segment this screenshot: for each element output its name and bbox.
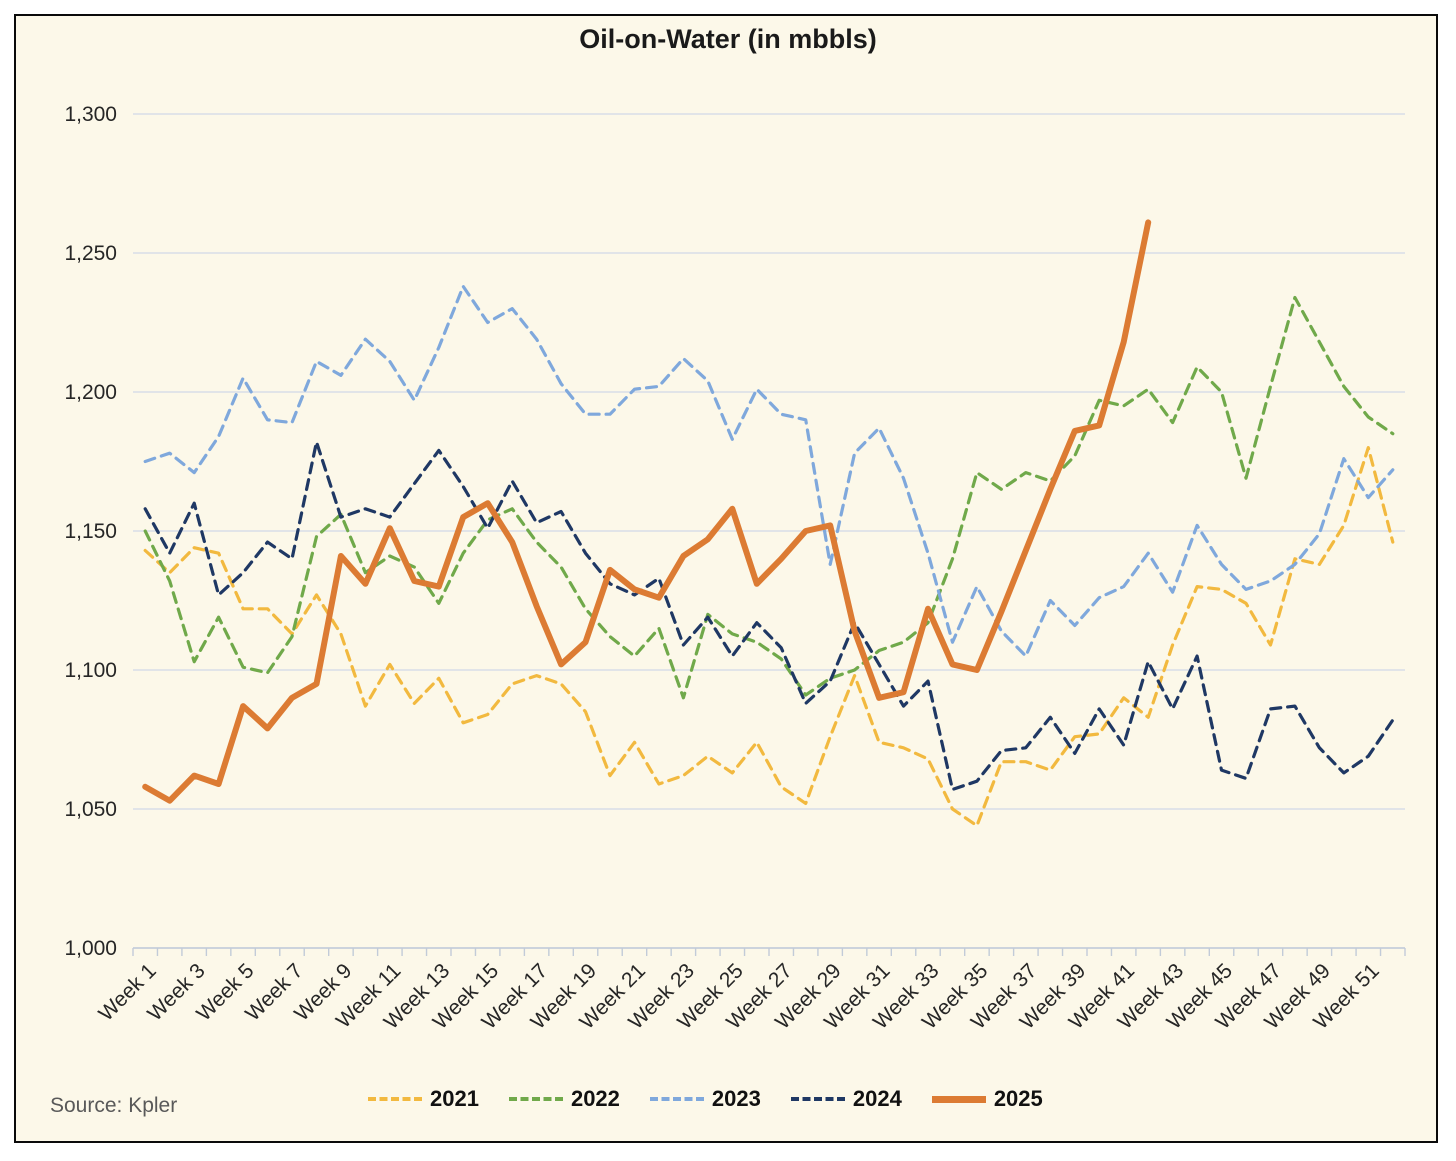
y-axis-label-1300: 1,300: [64, 103, 117, 126]
y-axis-label-1050: 1,050: [64, 798, 117, 821]
legend: 2021 2022 2023 2024 2025: [368, 1086, 1043, 1112]
legend-item-2021: 2021: [368, 1086, 479, 1112]
legend-label-2021: 2021: [430, 1086, 479, 1111]
legend-item-2022: 2022: [508, 1086, 620, 1112]
y-axis-label-1150: 1,150: [64, 520, 117, 543]
source-note: Source: Kpler: [50, 1094, 178, 1117]
legend-label-2022: 2022: [570, 1086, 620, 1111]
legend-label-2023: 2023: [711, 1086, 761, 1111]
legend-swatch-2021: [368, 1097, 422, 1101]
legend-swatch-2022: [508, 1097, 563, 1101]
series-line-2023: [143, 284, 1395, 658]
chart-frame: [14, 14, 1438, 1143]
legend-swatch-2025: [931, 1095, 986, 1103]
legend-swatch-2024: [790, 1097, 845, 1101]
legend-swatch-2023: [649, 1097, 704, 1101]
legend-item-2024: 2024: [790, 1086, 902, 1112]
series-line-2024: [143, 440, 1395, 792]
legend-item-2025: 2025: [931, 1086, 1043, 1112]
y-axis-label-1000: 1,000: [64, 937, 117, 960]
series-line-2025: [142, 219, 1152, 804]
series-line-2021: [143, 446, 1395, 828]
series-line-2022: [143, 295, 1395, 700]
chart-title: Oil-on-Water (in mbbls): [579, 24, 877, 54]
legend-label-2025: 2025: [993, 1086, 1043, 1111]
legend-item-2023: 2023: [649, 1086, 761, 1112]
y-axis-label-1100: 1,100: [64, 659, 117, 682]
legend-label-2024: 2024: [852, 1086, 902, 1111]
y-axis-label-1250: 1,250: [64, 242, 117, 265]
y-axis-label-1200: 1,200: [64, 381, 117, 404]
